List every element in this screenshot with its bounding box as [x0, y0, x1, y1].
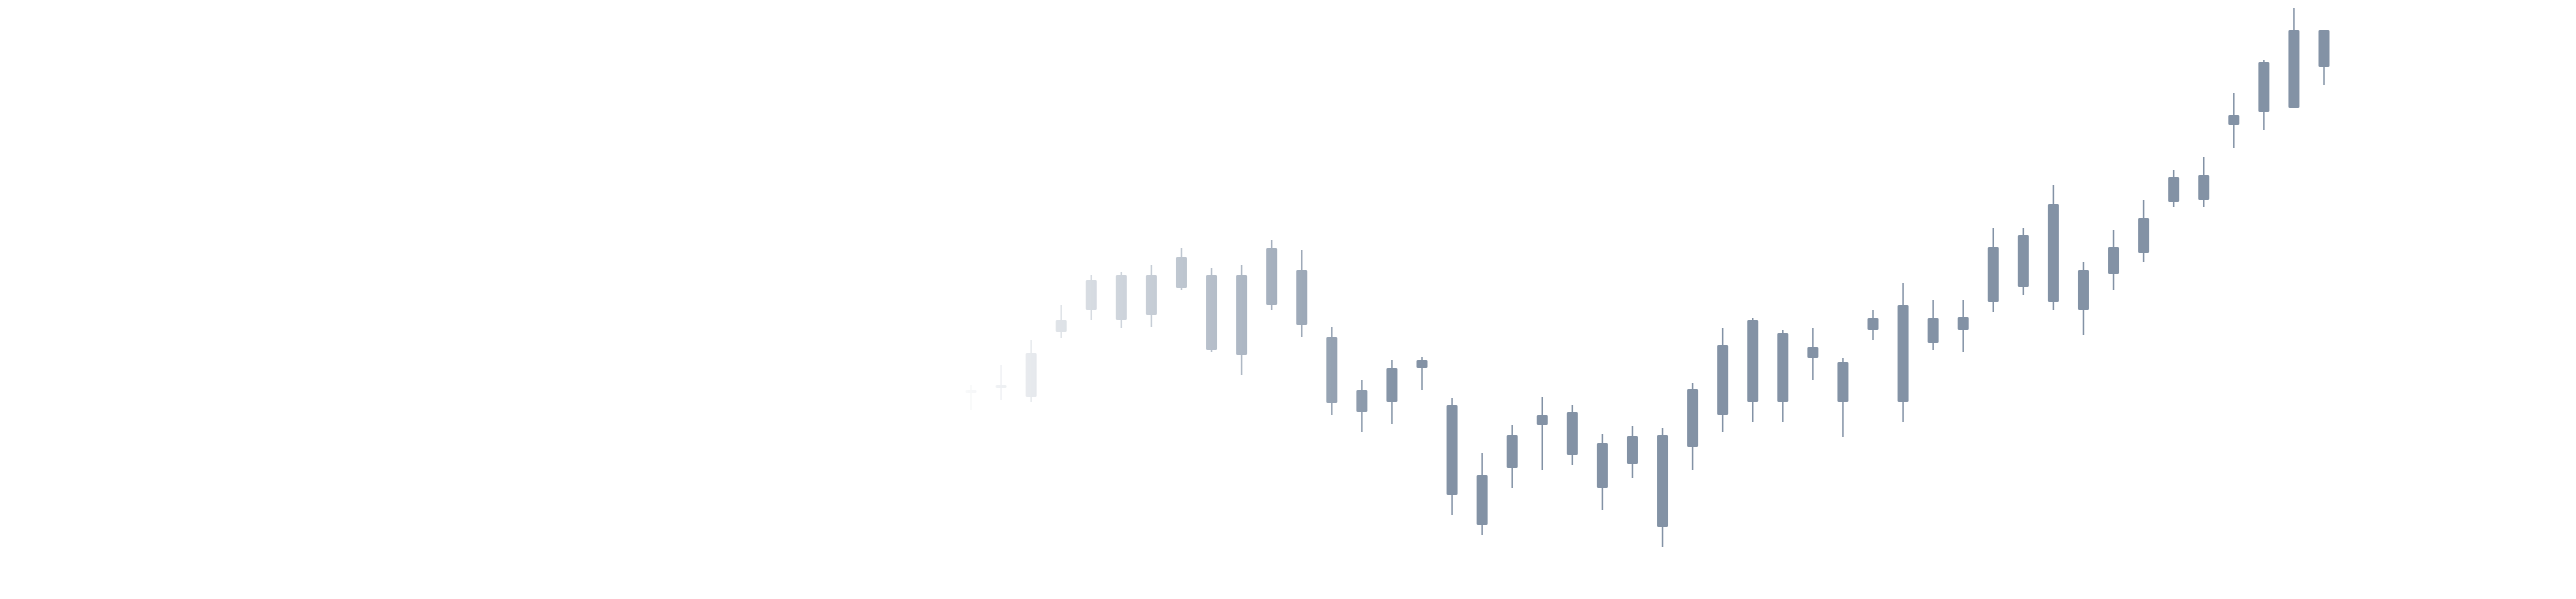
- candle-body: [1596, 443, 1608, 488]
- candle-body: [2318, 30, 2330, 67]
- candle-body: [1145, 275, 1157, 315]
- candle-body: [1356, 390, 1368, 412]
- plot-area: [965, 8, 2330, 547]
- candle-body: [1837, 362, 1849, 402]
- candle-body: [1266, 248, 1278, 305]
- candle-body: [1115, 275, 1127, 320]
- candle-body: [1566, 412, 1578, 455]
- candle-body: [1206, 275, 1218, 350]
- candle-body: [1717, 345, 1729, 415]
- candle-body: [1476, 475, 1488, 525]
- candle-body: [1987, 247, 1999, 302]
- candle-body: [1506, 435, 1518, 468]
- candle-body: [2258, 62, 2270, 112]
- candle-body: [1626, 436, 1638, 464]
- candle-body: [1326, 337, 1338, 403]
- candle-body: [1536, 415, 1548, 425]
- candle-body: [2228, 115, 2240, 125]
- candle-body: [1236, 275, 1248, 355]
- candle-body: [1807, 347, 1819, 358]
- candle-body: [965, 390, 977, 393]
- candle-body: [1025, 353, 1037, 397]
- candle-body: [1085, 280, 1097, 310]
- candle-body: [2108, 247, 2120, 274]
- candle-body: [1687, 389, 1699, 447]
- candle-body: [2198, 175, 2210, 200]
- candle-body: [1446, 405, 1458, 495]
- candle-body: [1927, 318, 1939, 343]
- candle-body: [1957, 317, 1969, 330]
- candle-body: [1777, 333, 1789, 402]
- candle-body: [1296, 270, 1308, 325]
- candle-body: [2138, 218, 2150, 253]
- candle-body: [1867, 318, 1879, 330]
- candle-body: [2288, 30, 2300, 108]
- candle-body: [2047, 204, 2059, 302]
- candle-body: [1175, 257, 1187, 288]
- candle-body: [2168, 177, 2180, 202]
- candle-body: [1055, 320, 1067, 332]
- candle-body: [1416, 360, 1428, 368]
- candle-body: [1897, 305, 1909, 402]
- candle-body: [1747, 320, 1759, 402]
- candle-body: [1657, 435, 1669, 527]
- candle-body: [995, 385, 1007, 388]
- candle-body: [1386, 368, 1398, 402]
- candle-body: [2077, 270, 2089, 310]
- candle-body: [2017, 235, 2029, 287]
